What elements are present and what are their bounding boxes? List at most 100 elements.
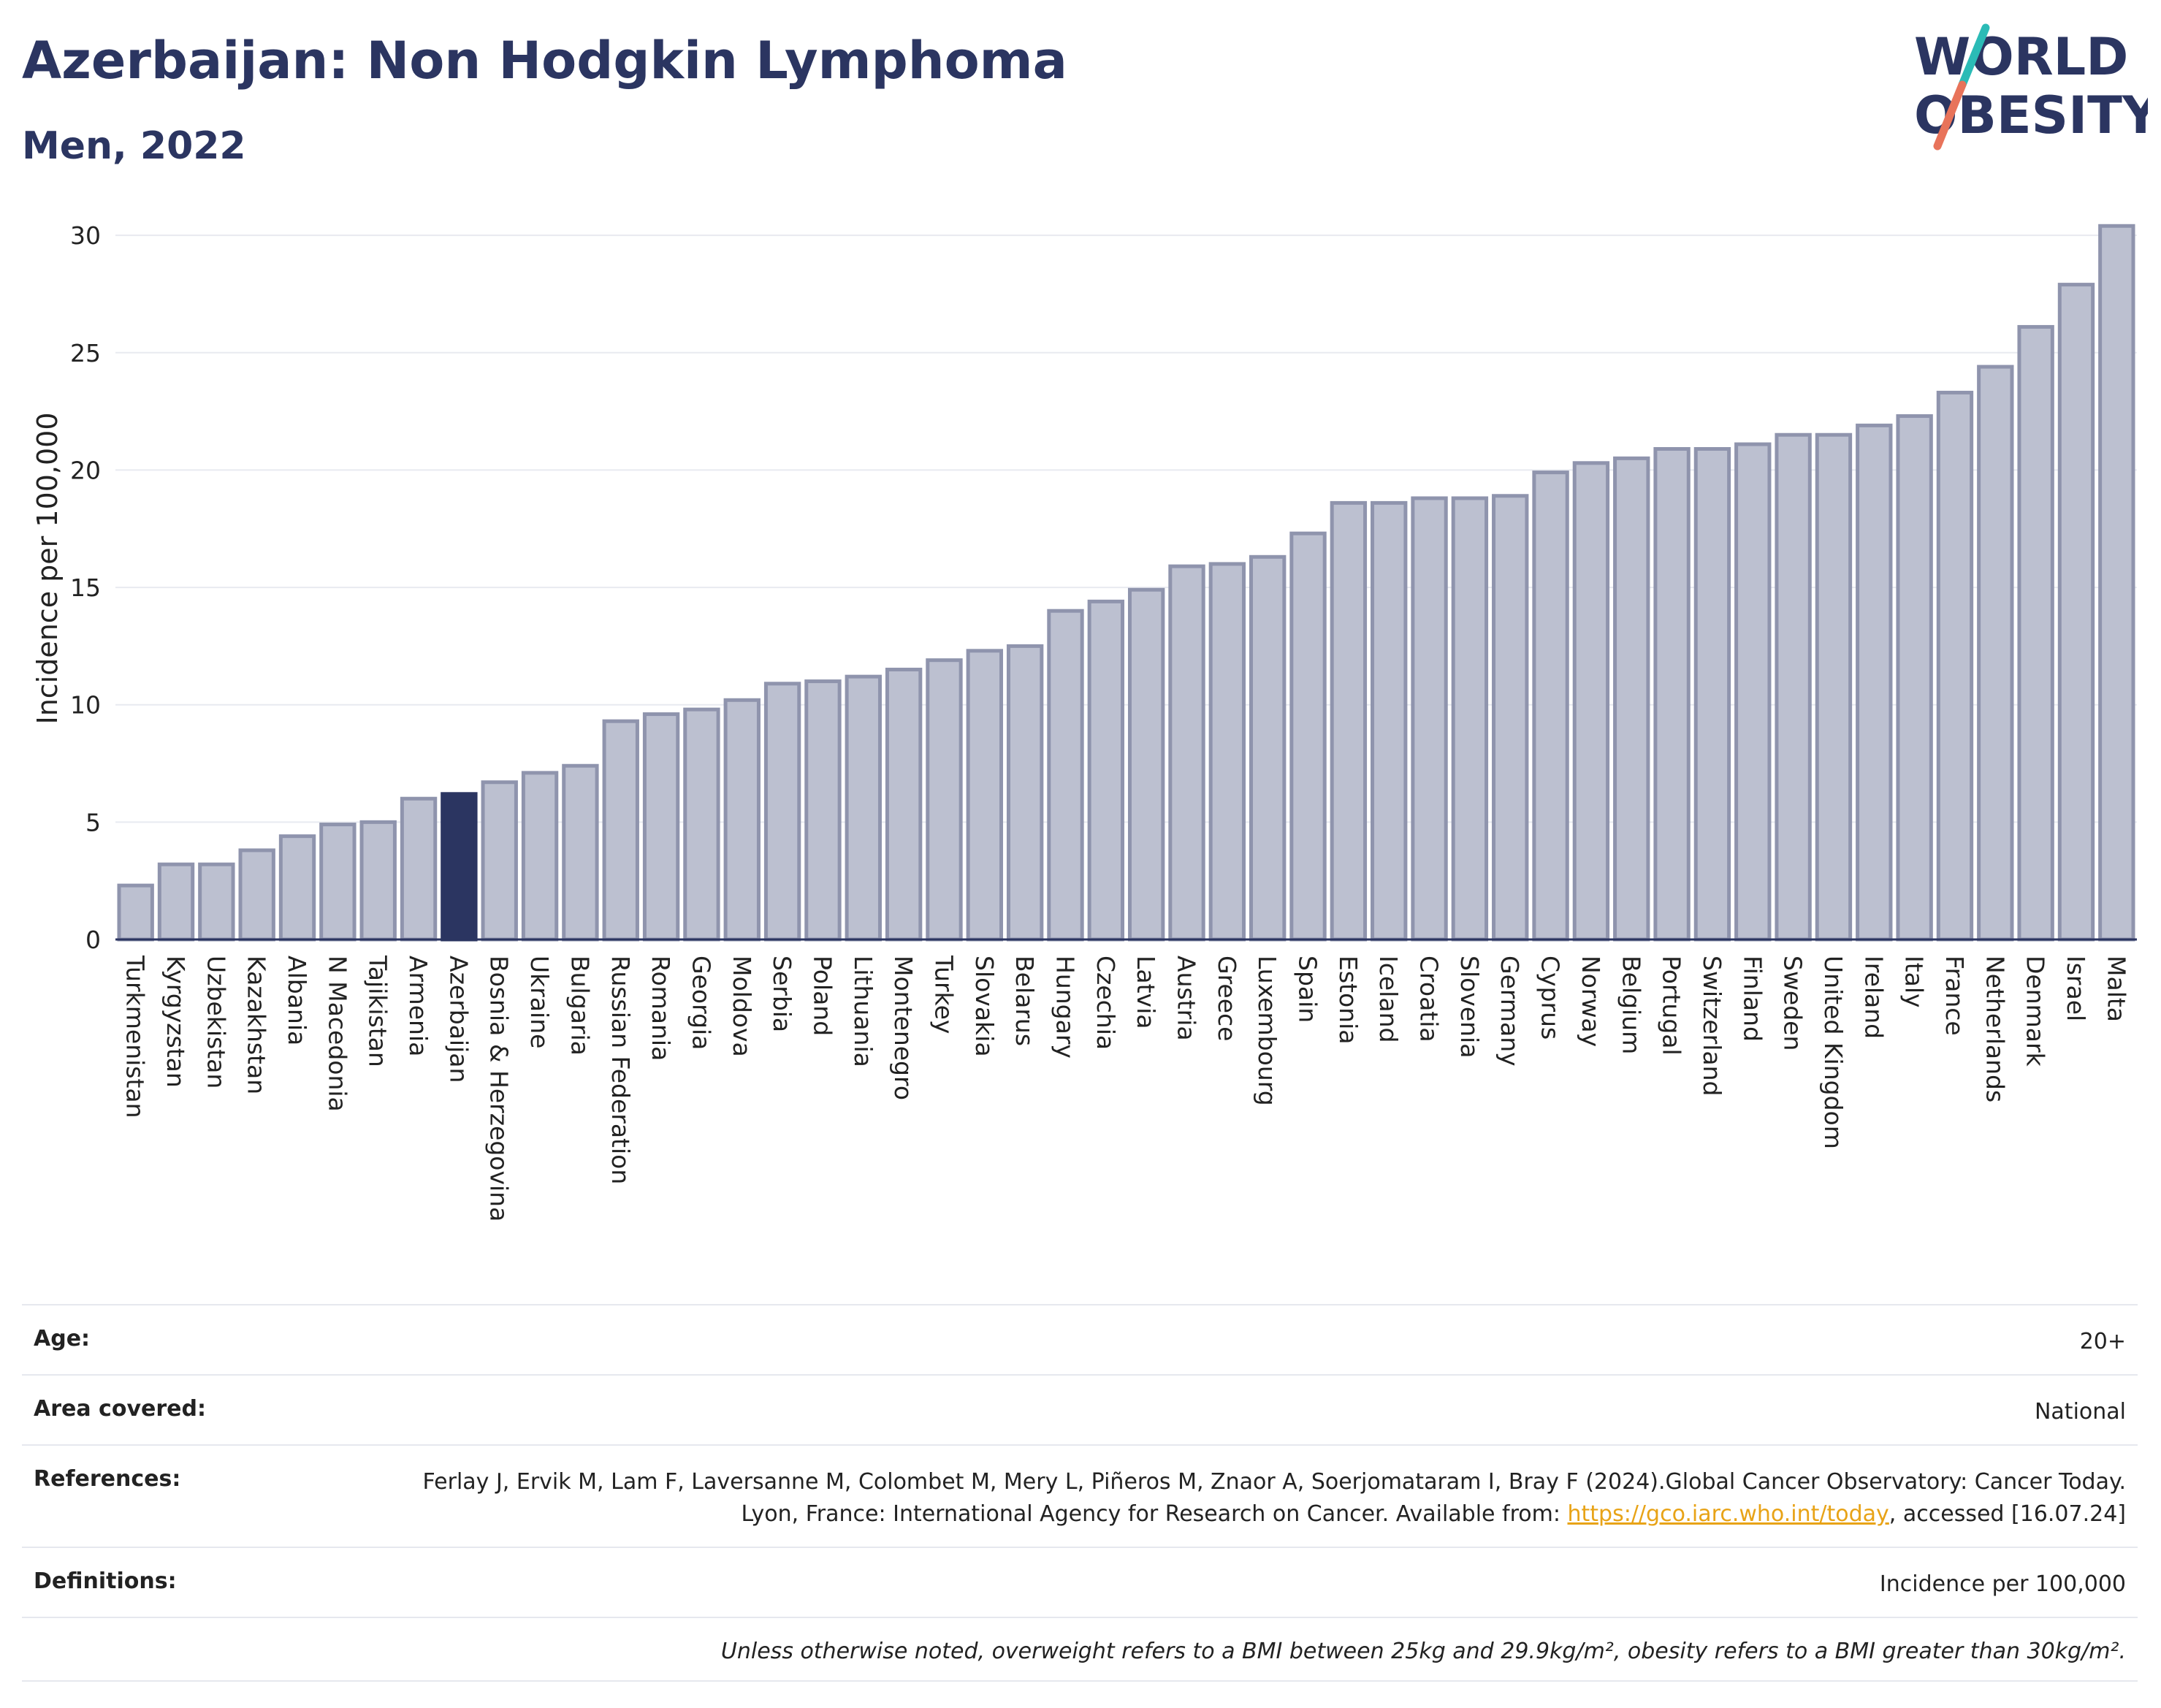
bar-sweden [1775, 432, 1812, 942]
x-axis-labels: Turkmenistan Kyrgyzstan Uzbekistan Kazakhst… [121, 955, 2131, 1221]
logo-line1: WORLD [1914, 27, 2128, 87]
x-tick-label: Belgium [1617, 956, 1645, 1054]
y-tick-label: 25 [70, 339, 101, 367]
bar-georgia [683, 707, 720, 942]
references-value: Ferlay J, Ervik M, Lam F, Laversanne M, … [373, 1466, 2126, 1530]
x-tick-label: Iceland [1374, 956, 1403, 1042]
x-tick-label: Norway [1577, 956, 1605, 1047]
bar-tajikistan [359, 820, 397, 942]
bar-n-macedonia [319, 823, 357, 942]
x-tick-label: Luxembourg [1253, 956, 1281, 1106]
bar-finland [1734, 442, 1772, 942]
bar-israel [2057, 283, 2095, 942]
x-tick-label: Hungary [1051, 956, 1079, 1059]
page-title: Azerbaijan: Non Hodgkin Lymphoma [22, 31, 1067, 91]
bar-ukraine [521, 771, 559, 942]
x-tick-label: Greece [1213, 956, 1241, 1041]
bar-ireland [1856, 423, 1893, 942]
bar-united-kingdom [1815, 432, 1853, 942]
bar-turkmenistan [117, 883, 154, 942]
x-tick-label: France [1940, 956, 1969, 1036]
bar-switzerland [1693, 447, 1731, 942]
y-tick-label: 5 [85, 808, 101, 836]
x-tick-label: Finland [1738, 956, 1766, 1042]
x-tick-label: Turkey [929, 955, 958, 1034]
x-tick-label: Russian Federation [606, 956, 635, 1184]
bar-belarus [1006, 644, 1044, 942]
bar-armenia [400, 796, 438, 942]
bar-azerbaijan [441, 792, 478, 942]
bar-slovenia [1451, 496, 1489, 942]
age-value: 20+ [2079, 1329, 2126, 1354]
bar-malta [2098, 224, 2135, 942]
x-tick-label: Denmark [2021, 956, 2050, 1067]
x-tick-label: Portugal [1658, 956, 1686, 1056]
references-label: References: [34, 1466, 181, 1492]
info-row-references: References: Ferlay J, Ervik M, Lam F, La… [22, 1444, 2138, 1547]
x-tick-label: Malta [2102, 956, 2130, 1022]
x-tick-label: Romania [647, 956, 675, 1061]
bar-slovakia [966, 649, 1003, 942]
x-tick-label: Azerbaijan [444, 956, 473, 1083]
x-tick-label: Uzbekistan [202, 956, 230, 1089]
logo-slash-coral [1933, 80, 1967, 150]
bar-moldova [723, 698, 761, 942]
x-tick-label: Bulgaria [565, 956, 594, 1056]
bar-france [1936, 390, 1974, 942]
bar-iceland [1371, 500, 1408, 942]
x-tick-label: Ireland [1859, 956, 1888, 1039]
bar-lithuania [845, 674, 882, 942]
y-tick-label: 15 [70, 573, 101, 602]
x-tick-label: N Macedonia [323, 956, 351, 1112]
x-tick-label: Kyrgyzstan [161, 956, 190, 1088]
y-axis-ticks: 0 5 10 15 20 25 30 [70, 221, 101, 954]
x-tick-label: Austria [1173, 956, 1201, 1041]
references-tail: , accessed [16.07.24] [1889, 1501, 2126, 1527]
x-tick-label: Sweden [1779, 956, 1807, 1051]
x-tick-label: Israel [2062, 956, 2090, 1021]
bar-italy [1896, 414, 1933, 942]
bar-albania [278, 834, 316, 942]
bar-latvia [1127, 587, 1165, 942]
x-tick-label: Czechia [1091, 956, 1120, 1050]
page-subtitle: Men, 2022 [22, 124, 246, 168]
world-obesity-logo: WORLD OBESITY [1914, 23, 2148, 150]
bar-poland [804, 679, 842, 942]
y-tick-label: 20 [70, 456, 101, 484]
bar-cyprus [1532, 470, 1569, 942]
x-tick-label: Latvia [1132, 956, 1160, 1029]
logo-slash-teal [1958, 23, 1990, 89]
x-tick-label: Tajikistan [364, 955, 392, 1067]
info-row-note: Unless otherwise noted, overweight refer… [22, 1617, 2138, 1682]
bar-germany [1492, 494, 1529, 942]
x-tick-label: Turkmenistan [121, 955, 150, 1118]
x-tick-label: Switzerland [1698, 956, 1726, 1097]
bar-greece [1208, 562, 1246, 942]
bars [115, 224, 2137, 942]
bar-montenegro [885, 668, 923, 942]
age-label: Age: [34, 1326, 91, 1351]
x-tick-label: Kazakhstan [243, 956, 271, 1094]
x-tick-label: Georgia [687, 956, 715, 1050]
bar-spain [1289, 531, 1327, 942]
y-tick-label: 0 [85, 926, 101, 954]
y-tick-label: 30 [70, 221, 101, 250]
bar-estonia [1330, 500, 1368, 942]
bar-hungary [1047, 609, 1084, 942]
bar-romania [642, 712, 680, 942]
x-tick-label: Poland [808, 956, 836, 1036]
bar-netherlands [1977, 365, 2014, 942]
x-tick-label: Montenegro [889, 956, 918, 1100]
x-tick-label: Serbia [768, 956, 796, 1032]
info-row-age: Age: 20+ [22, 1304, 2138, 1374]
definitions-label: Definitions: [34, 1568, 177, 1594]
bar-czechia [1087, 599, 1125, 942]
x-tick-label: Lithuania [849, 956, 877, 1067]
references-link[interactable]: https://gco.iarc.who.int/today [1567, 1501, 1889, 1527]
bar-turkey [926, 658, 963, 942]
bar-kazakhstan [238, 848, 275, 942]
info-row-area: Area covered: National [22, 1374, 2138, 1444]
x-tick-label: Moldova [728, 956, 756, 1057]
x-tick-label: Armenia [404, 956, 432, 1056]
bar-uzbekistan [198, 862, 235, 942]
